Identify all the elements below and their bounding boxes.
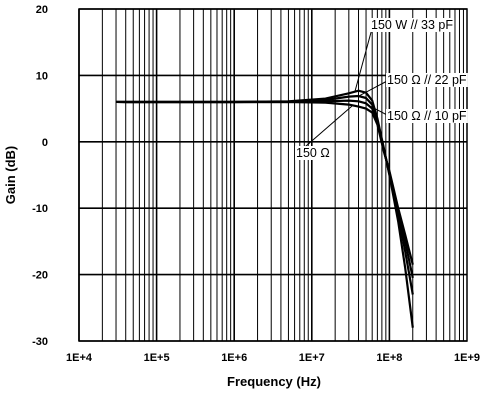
series-curve-1 [116,94,414,295]
x-tick-labels: 1E+4 1E+5 1E+6 1E+7 1E+8 1E+9 [66,352,480,364]
annotation-label-background [295,146,331,160]
curve-annotations: 150 W // 33 pF 150 Ω // 22 pF 150 Ω // 10 … [295,18,468,160]
y-axis-title: Gain (dB) [3,146,18,205]
annotation-label: 150 W // 33 pF [371,18,453,32]
series-curves [116,89,414,328]
y-tick-label: 0 [42,137,48,149]
annotation-label-background [386,109,468,123]
annotation-label: 150 Ω // 22 pF [387,73,467,87]
y-tick-label: -20 [32,270,48,282]
series-curve-3 [116,100,414,265]
annotation-leader-line [354,24,374,92]
annotation-leader-line [297,105,353,154]
annotation-label-background [386,73,468,87]
x-tick-label: 1E+5 [144,352,170,364]
y-tick-label: 20 [36,4,48,16]
annotation-label: 150 Ω // 10 pF [387,109,467,123]
x-tick-label: 1E+4 [66,352,93,364]
annotation-leader-line [364,102,390,117]
series-curve-2 [116,99,414,279]
x-tick-label: 1E+7 [299,352,325,364]
annotation-leader-line [359,79,390,96]
y-tick-label: -10 [32,203,48,215]
series-curve-0 [116,89,414,328]
annotation-label: 150 Ω [296,146,330,160]
x-tick-label: 1E+9 [454,352,480,364]
y-tick-label: 10 [36,70,48,82]
x-tick-label: 1E+8 [376,352,402,364]
y-tick-label: -30 [32,336,48,348]
x-tick-label: 1E+6 [221,352,247,364]
plot-frame [78,8,468,342]
x-axis-title: Frequency (Hz) [227,374,321,389]
annotation-label-background [370,18,455,32]
y-tick-labels: 20 10 0 -10 -20 -30 [32,4,48,348]
